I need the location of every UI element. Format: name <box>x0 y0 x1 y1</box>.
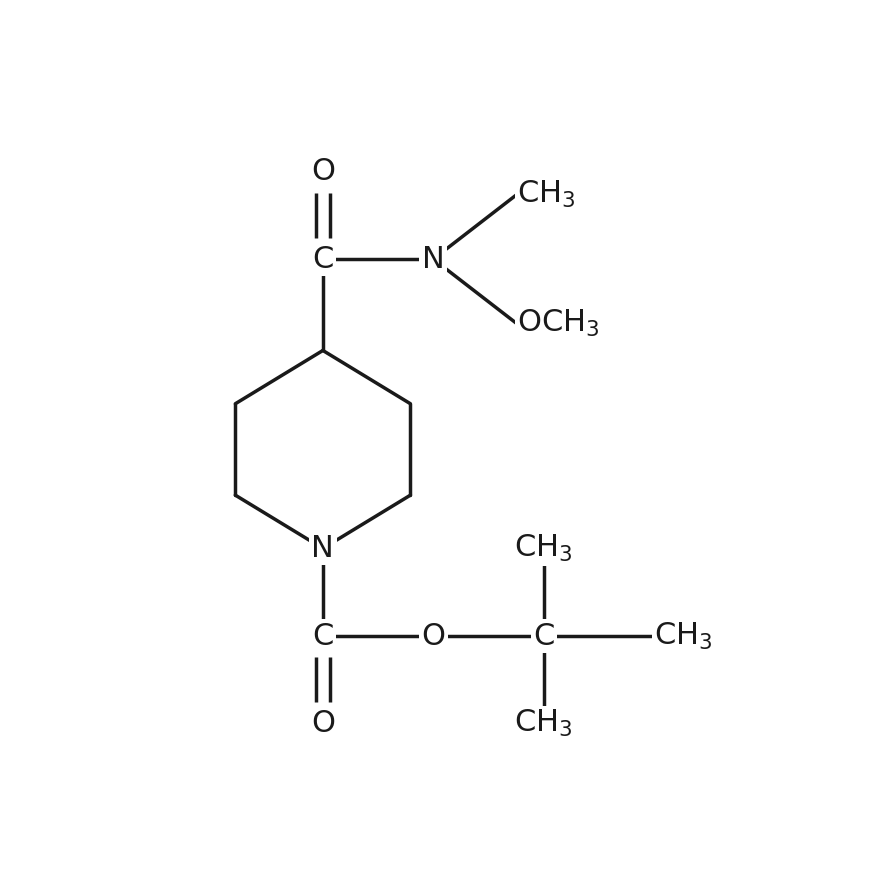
Text: O: O <box>311 157 335 186</box>
Text: C: C <box>312 245 334 273</box>
Text: OCH$_3$: OCH$_3$ <box>517 308 600 339</box>
Text: C: C <box>533 621 554 651</box>
Text: N: N <box>422 245 445 273</box>
Text: C: C <box>312 621 334 651</box>
Text: CH$_3$: CH$_3$ <box>654 620 713 651</box>
Text: CH$_3$: CH$_3$ <box>517 179 576 210</box>
Text: CH$_3$: CH$_3$ <box>514 533 573 564</box>
Text: N: N <box>312 534 335 563</box>
Text: O: O <box>421 621 445 651</box>
Text: O: O <box>311 709 335 738</box>
Text: CH$_3$: CH$_3$ <box>514 708 573 739</box>
